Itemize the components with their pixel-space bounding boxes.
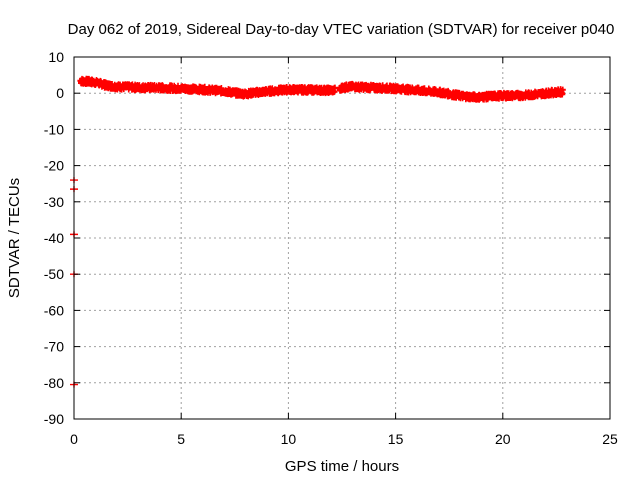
y-tick-label: -80	[44, 375, 64, 391]
chart-title: Day 062 of 2019, Sidereal Day-to-day VTE…	[68, 21, 615, 38]
x-axis-title: GPS time / hours	[285, 458, 399, 475]
x-tick-label: 15	[388, 431, 404, 447]
x-tick-label: 0	[70, 431, 78, 447]
y-tick-label: -40	[44, 230, 64, 246]
y-tick-label: 0	[56, 85, 64, 101]
y-tick-label: -50	[44, 266, 64, 282]
y-tick-label: 10	[48, 49, 64, 65]
grid-lines	[74, 57, 610, 419]
x-axis: 0 5 10 15 20 25	[70, 57, 618, 447]
y-axis: 10 0 -10 -20 -30 -40 -50 -60 -70 -80 -90	[44, 49, 610, 427]
x-tick-label: 20	[495, 431, 511, 447]
x-tick-label: 5	[177, 431, 185, 447]
y-tick-label: -20	[44, 158, 64, 174]
x-tick-label: 10	[281, 431, 297, 447]
y-tick-label: -70	[44, 339, 64, 355]
y-axis-title: SDTVAR / TECUs	[6, 178, 23, 298]
series-points	[77, 75, 566, 103]
series-sdtvar	[77, 75, 566, 103]
y-tick-label: -60	[44, 302, 64, 318]
x-tick-label: 25	[602, 431, 618, 447]
y-tick-label: -10	[44, 121, 64, 137]
y-tick-label: -90	[44, 411, 64, 427]
y-tick-label: -30	[44, 194, 64, 210]
